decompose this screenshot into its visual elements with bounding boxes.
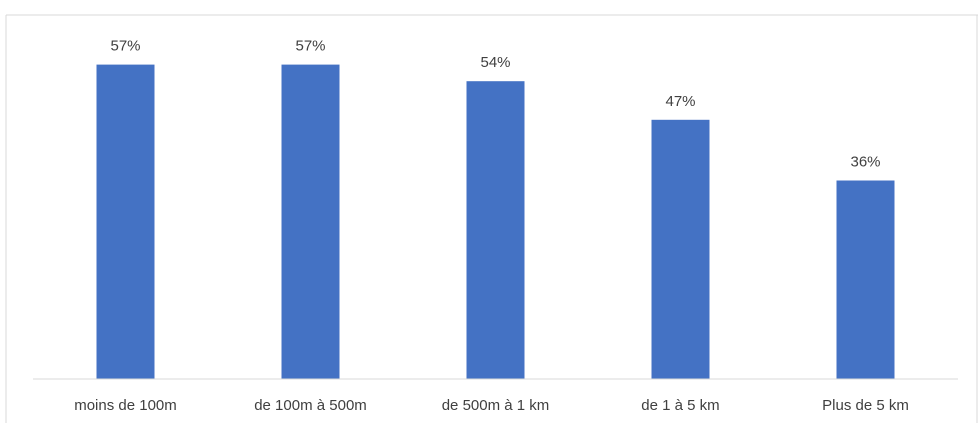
data-label-0: 57% [110, 38, 140, 55]
category-label-2: de 500m à 1 km [442, 397, 550, 414]
bar-2 [466, 81, 525, 379]
category-label-0: moins de 100m [74, 397, 177, 414]
data-label-2: 54% [480, 54, 510, 71]
bar-0 [96, 64, 155, 379]
data-label-4: 36% [850, 154, 880, 171]
bar-4 [836, 180, 895, 379]
bar-3 [651, 119, 710, 380]
bars-layer [96, 64, 895, 380]
data-label-1: 57% [295, 38, 325, 55]
category-label-4: Plus de 5 km [822, 397, 909, 414]
bar-1 [281, 64, 340, 379]
data-label-3: 47% [665, 93, 695, 110]
category-labels-layer: moins de 100m de 100m à 500m de 500m à 1 k… [74, 397, 909, 414]
category-label-3: de 1 à 5 km [641, 397, 719, 414]
value-labels-layer: 57% 57% 54% 47% 36% [110, 38, 880, 171]
category-label-1: de 100m à 500m [254, 397, 367, 414]
